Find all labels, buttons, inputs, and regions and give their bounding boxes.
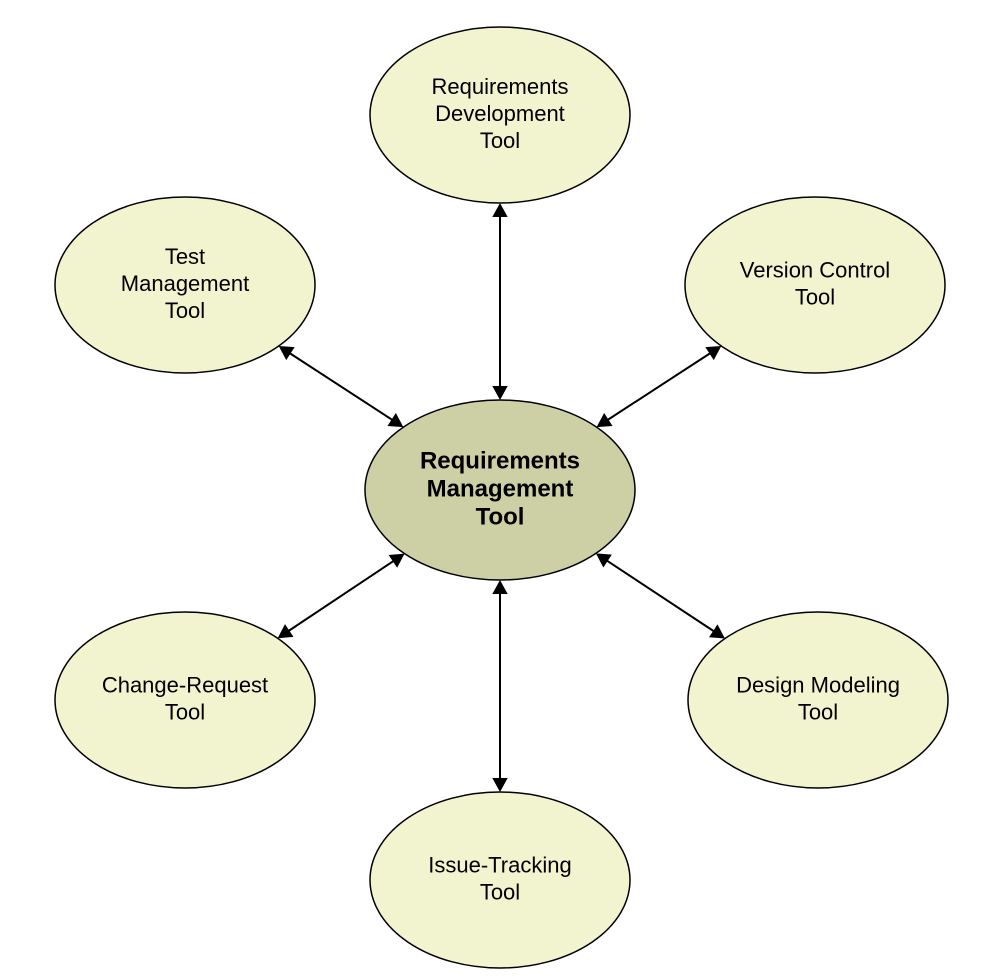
node-label-line: Design Modeling xyxy=(736,672,900,697)
edge xyxy=(289,353,393,420)
edge xyxy=(606,560,714,631)
arrowhead xyxy=(492,386,507,400)
node-label-line: Change-Request xyxy=(102,672,268,697)
arrowhead xyxy=(492,778,507,792)
node-label-line: Management xyxy=(427,475,574,502)
edge xyxy=(288,561,394,632)
node-label-line: Management xyxy=(121,271,249,296)
node-label-line: Tool xyxy=(480,879,520,904)
node-test-mgmt: TestManagementTool xyxy=(55,197,315,373)
node-label-line: Tool xyxy=(480,128,520,153)
node-label-line: Version Control xyxy=(740,257,890,282)
node-label-line: Test xyxy=(165,244,205,269)
node-label-line: Tool xyxy=(476,503,525,530)
node-req-dev: RequirementsDevelopmentTool xyxy=(370,27,630,203)
tools-diagram: RequirementsManagementToolRequirementsDe… xyxy=(0,0,1000,977)
node-issue-track: Issue-TrackingTool xyxy=(370,792,630,968)
arrowhead xyxy=(389,554,405,568)
node-label-line: Tool xyxy=(795,284,835,309)
arrowhead xyxy=(387,413,403,427)
node-label-line: Tool xyxy=(165,298,205,323)
node-version-ctrl: Version ControlTool xyxy=(685,197,945,373)
node-label-line: Tool xyxy=(798,699,838,724)
node-label-line: Requirements xyxy=(420,447,580,474)
arrowhead xyxy=(709,624,725,638)
node-label-line: Issue-Tracking xyxy=(428,852,571,877)
arrowhead xyxy=(596,553,612,567)
node-label-line: Requirements xyxy=(432,74,569,99)
node-design-model: Design ModelingTool xyxy=(688,612,948,788)
arrowhead xyxy=(597,413,613,427)
arrowhead xyxy=(278,624,294,638)
node-label-line: Development xyxy=(435,101,565,126)
edge xyxy=(607,353,711,420)
node-label-line: Tool xyxy=(165,699,205,724)
arrowhead xyxy=(279,346,295,360)
arrowhead xyxy=(705,346,721,360)
node-change-req: Change-RequestTool xyxy=(55,612,315,788)
node-center: RequirementsManagementTool xyxy=(365,400,635,580)
nodes-layer: RequirementsManagementToolRequirementsDe… xyxy=(55,27,948,968)
arrowhead xyxy=(492,203,507,217)
arrowhead xyxy=(492,580,507,594)
